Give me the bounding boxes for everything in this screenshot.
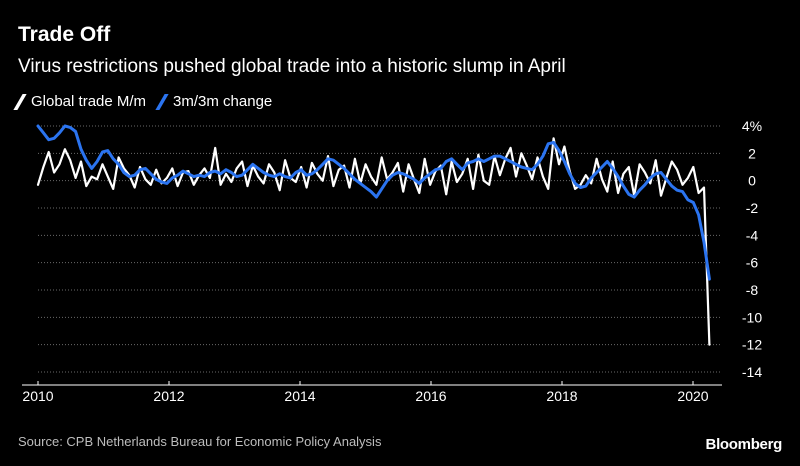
chart-title: Trade Off bbox=[18, 23, 111, 46]
y-tick-label: -8 bbox=[746, 282, 759, 298]
legend: Global trade M/m 3m/3m change bbox=[13, 93, 286, 110]
x-tick-label: 2014 bbox=[284, 388, 315, 404]
legend-item-global-trade: Global trade M/m bbox=[13, 93, 147, 110]
y-tick-label: -6 bbox=[746, 255, 759, 271]
source-note: Source: CPB Netherlands Bureau for Econo… bbox=[18, 434, 382, 449]
legend-label-3m-change: 3m/3m change bbox=[173, 93, 273, 110]
x-tick-label: 2018 bbox=[546, 388, 577, 404]
chart-subtitle: Virus restrictions pushed global trade i… bbox=[18, 56, 566, 77]
legend-item-3m-change: 3m/3m change bbox=[155, 93, 273, 110]
series-line-3m-change bbox=[36, 124, 711, 281]
grid-lines bbox=[38, 125, 720, 373]
y-tick-label: -10 bbox=[742, 309, 762, 325]
y-tick-label: -14 bbox=[742, 364, 762, 380]
x-tick-label: 2020 bbox=[677, 388, 708, 404]
legend-label-global-trade: Global trade M/m bbox=[31, 93, 147, 110]
x-tick-label: 2012 bbox=[153, 388, 184, 404]
y-axis: 4% 2 0 -2 -4 -6 -8 -10 -12 -14 bbox=[742, 118, 762, 380]
x-axis: 2010 2012 2014 2016 2018 2020 bbox=[22, 381, 722, 404]
y-tick-label: -12 bbox=[742, 337, 762, 353]
series-lines bbox=[36, 124, 711, 346]
y-tick-label: 4% bbox=[742, 118, 762, 134]
y-tick-label: 0 bbox=[748, 173, 756, 189]
y-tick-label: -4 bbox=[746, 227, 759, 243]
series-line-global-trade bbox=[36, 137, 711, 346]
y-tick-label: 2 bbox=[748, 145, 756, 161]
x-tick-label: 2016 bbox=[415, 388, 446, 404]
x-tick-label: 2010 bbox=[22, 388, 53, 404]
bloomberg-logo: Bloomberg bbox=[705, 436, 783, 453]
y-tick-label: -2 bbox=[746, 200, 759, 216]
